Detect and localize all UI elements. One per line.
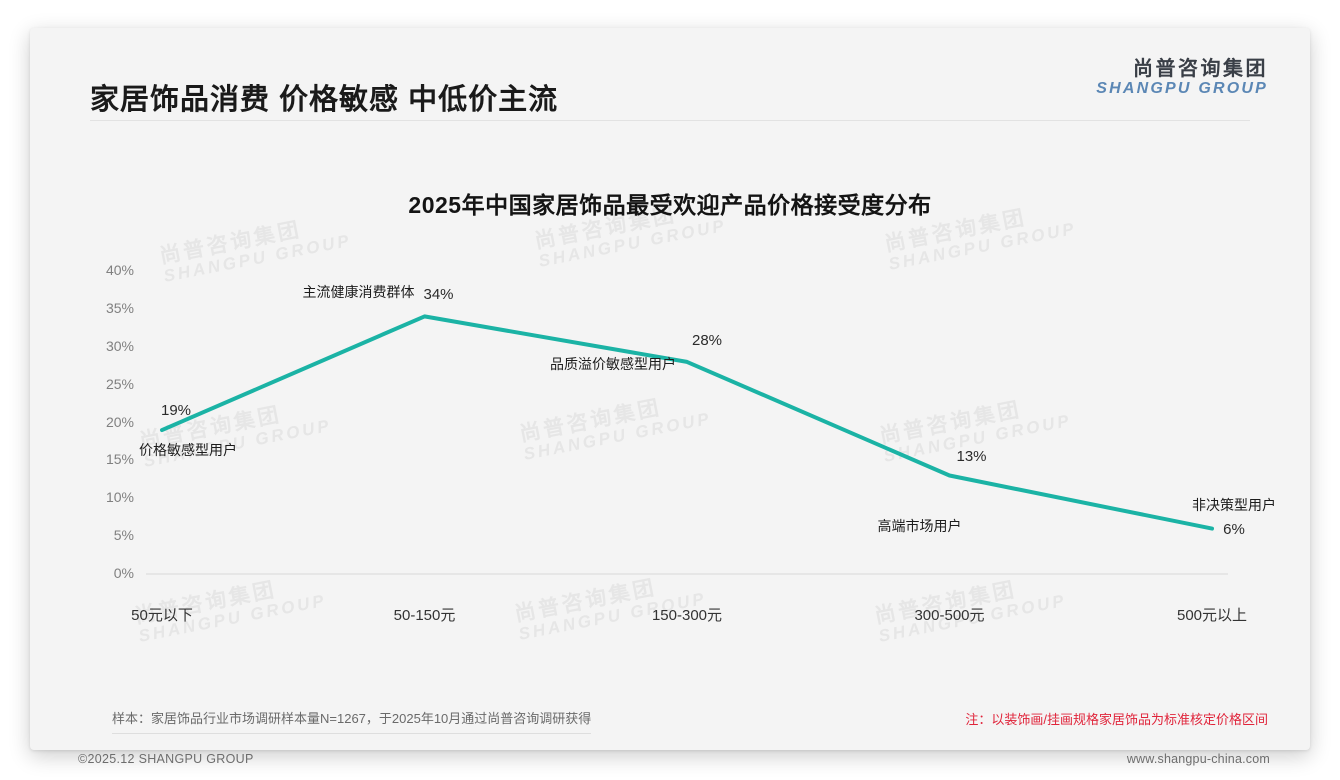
y-axis-tick: 0% — [113, 565, 134, 581]
x-axis-tick: 150-300元 — [651, 607, 723, 624]
data-point-value: 34% — [423, 286, 454, 304]
data-point-value: 13% — [956, 447, 987, 465]
website-link[interactable]: www.shangpu-china.com — [1126, 752, 1270, 766]
data-point-note: 高端市场用户 — [877, 517, 962, 534]
y-axis-tick: 40% — [105, 262, 134, 278]
data-point-value: 19% — [160, 402, 192, 420]
slide-header: 家居饰品消费 价格敏感 中低价主流 尚普咨询集团 SHANGPU GROUP — [30, 28, 1310, 121]
brand-name-cn: 尚普咨询集团 — [1133, 58, 1268, 80]
x-axis-tick: 50-150元 — [393, 607, 456, 624]
data-point-note: 非决策型用户 — [1192, 496, 1276, 513]
brand-logo: 尚普咨询集团 SHANGPU GROUP — [1096, 58, 1268, 98]
data-point-note: 品质溢价敏感型用户 — [550, 355, 676, 372]
slide-card: 尚普咨询集团 SHANGPU GROUP 尚普咨询集团 SHANGPU GROUP … — [30, 28, 1310, 750]
data-series-line — [160, 314, 1214, 531]
y-axis-tick: 20% — [105, 413, 134, 430]
data-point-note: 价格敏感型用户 — [139, 442, 237, 459]
sample-note: 样本：家居饰品行业市场调研样本量N=1267，于2025年10月通过尚普咨询调研… — [112, 708, 592, 734]
data-point-value: 28% — [691, 331, 723, 349]
copyright-text: ©2025.12 SHANGPU GROUP — [78, 752, 254, 766]
chart-canvas — [146, 314, 1228, 575]
red-note: 注：以装饰画/挂画规格家居饰品为标准核定价格区间 — [965, 712, 1268, 727]
data-point-value: 6% — [1223, 520, 1245, 538]
y-axis-tick: 10% — [105, 489, 134, 506]
y-axis-tick: 30% — [105, 337, 134, 354]
x-axis-tick: 500元以上 — [1176, 607, 1248, 624]
line-chart: 0% 5% 10% 15% 20% 25% 30% 35% 40% 50元以下 50-150元 150… — [30, 28, 1310, 750]
brand-name-en: SHANGPU GROUP — [1096, 80, 1268, 98]
y-axis-tick: 25% — [105, 375, 134, 392]
page-title: 家居饰品消费 价格敏感 中低价主流 — [90, 84, 559, 116]
y-axis-tick: 15% — [105, 451, 134, 468]
data-point-note: 主流健康消费群体 — [302, 284, 415, 301]
x-axis-tick: 300-500元 — [914, 607, 985, 624]
header-divider — [90, 120, 1250, 121]
y-axis-tick: 5% — [113, 527, 134, 544]
chart-title: 2025年中国家居饰品最受欢迎产品价格接受度分布 — [408, 192, 932, 218]
x-axis-tick: 50元以下 — [131, 607, 193, 624]
y-axis-tick: 35% — [105, 299, 134, 316]
bottom-bar: ©2025.12 SHANGPU GROUP www.shangpu-china… — [30, 752, 1310, 778]
